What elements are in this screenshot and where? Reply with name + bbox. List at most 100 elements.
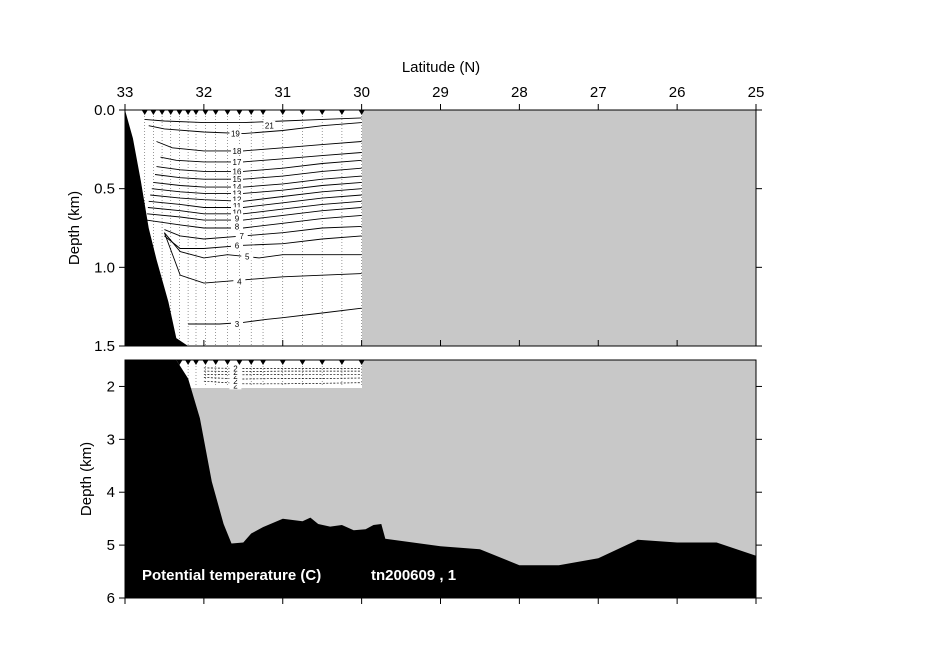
upper-y-tick-label: 1.0 [94,259,115,276]
contour-label-bg [231,156,244,166]
upper-station-markers [141,110,365,115]
lower-station-markers [141,360,365,365]
contour-label-bg [231,318,244,328]
x-axis-title: Latitude (N) [402,59,480,76]
x-tick-label: 26 [669,84,686,101]
contour-line [148,194,362,208]
contour-line [153,175,362,188]
station-marker [192,360,199,365]
contour-label: 19 [231,130,240,139]
contour-label-bg [231,194,244,204]
chart-title: Potential temperature (C) [142,567,321,584]
lower-y-tick-label: 4 [107,484,115,501]
contour-label-bg [231,221,244,231]
contour-label: 10 [233,208,242,217]
lower-y-axis: 2 3 4 5 6 [107,378,762,607]
contour-label-bg [231,166,244,176]
contour-line [147,207,362,221]
lower-y-axis-title: Depth (km) [78,442,95,516]
contour-label-bg [231,207,244,217]
x-axis-top: 33 32 31 30 29 28 27 26 25 [117,84,765,346]
contour-label-bg [229,376,242,386]
contour-label-bg [231,182,244,192]
contour-label-bg [231,200,244,210]
contour-label-bg [229,128,242,138]
contour-line [144,117,362,124]
x-tick-label: 31 [274,84,291,101]
station-marker [150,360,157,365]
station-marker [159,360,166,365]
contour-line [151,181,362,194]
upper-y-tick-label: 1.5 [94,338,115,355]
contour-line [146,214,362,229]
contour-label-bg [233,276,246,286]
lower-y-tick-label: 6 [107,590,115,607]
x-tick-label: 32 [196,84,213,101]
contour-label: 2 [233,381,238,390]
contour-label: 4 [237,277,242,286]
contour-line [148,122,362,135]
contour-label: 21 [265,122,274,131]
contour-label-bg [231,188,244,198]
contour-line [188,307,362,325]
station-marker [212,110,219,115]
contour-label: 7 [240,232,245,241]
lower-bathymetry [125,360,756,598]
contour-label: 5 [245,252,250,261]
station-marker [202,360,209,365]
x-tick-label: 28 [511,84,528,101]
contour-label: 8 [235,222,240,231]
upper-y-tick-label: 0.5 [94,181,115,198]
contour-label: 3 [235,320,240,329]
x-tick-label: 27 [590,84,607,101]
x-tick-label: 33 [117,84,134,101]
contour-line [147,200,362,215]
contour-label-bg [229,363,242,373]
contour-label: 13 [233,189,242,198]
contour-label: 2 [233,368,238,377]
contour-label: 16 [233,167,242,176]
station-marker [176,110,183,115]
station-marker [150,110,157,115]
upper-y-axis-title: Depth (km) [66,191,83,265]
station-marker [338,360,345,365]
x-axis-bottom [124,598,757,604]
contour-label: 15 [233,175,242,184]
station-marker [176,360,183,365]
x-tick-label: 25 [748,84,765,101]
station-marker [279,110,286,115]
contour-label-bg [263,120,276,130]
contour-label-bg [241,251,254,261]
station-marker [358,360,365,365]
contour-label: 17 [233,158,242,167]
upper-y-tick-label: 0.0 [94,102,115,119]
contour-label-bg [231,174,244,184]
station-marker [338,110,345,115]
station-marker [202,110,209,115]
station-marker [185,110,192,115]
contour-label-bg [235,230,248,240]
contour-label-bg [231,213,244,223]
station-marker [167,360,174,365]
contour-label: 2 [233,364,238,373]
station-marker [358,110,365,115]
contour-label: 18 [233,147,242,156]
station-marker [185,360,192,365]
station-marker [248,110,255,115]
station-marker [260,360,267,365]
station-marker [224,110,231,115]
contour-label-bg [231,240,244,250]
contour-label-bg [231,145,244,155]
lower-y-tick-label: 5 [107,537,115,554]
contour-line [160,152,362,163]
contour-line [156,141,362,152]
station-marker [141,110,148,115]
contour-label: 11 [233,202,242,211]
x-tick-label: 30 [353,84,370,101]
contour-label: 9 [235,215,240,224]
station-marker [167,110,174,115]
